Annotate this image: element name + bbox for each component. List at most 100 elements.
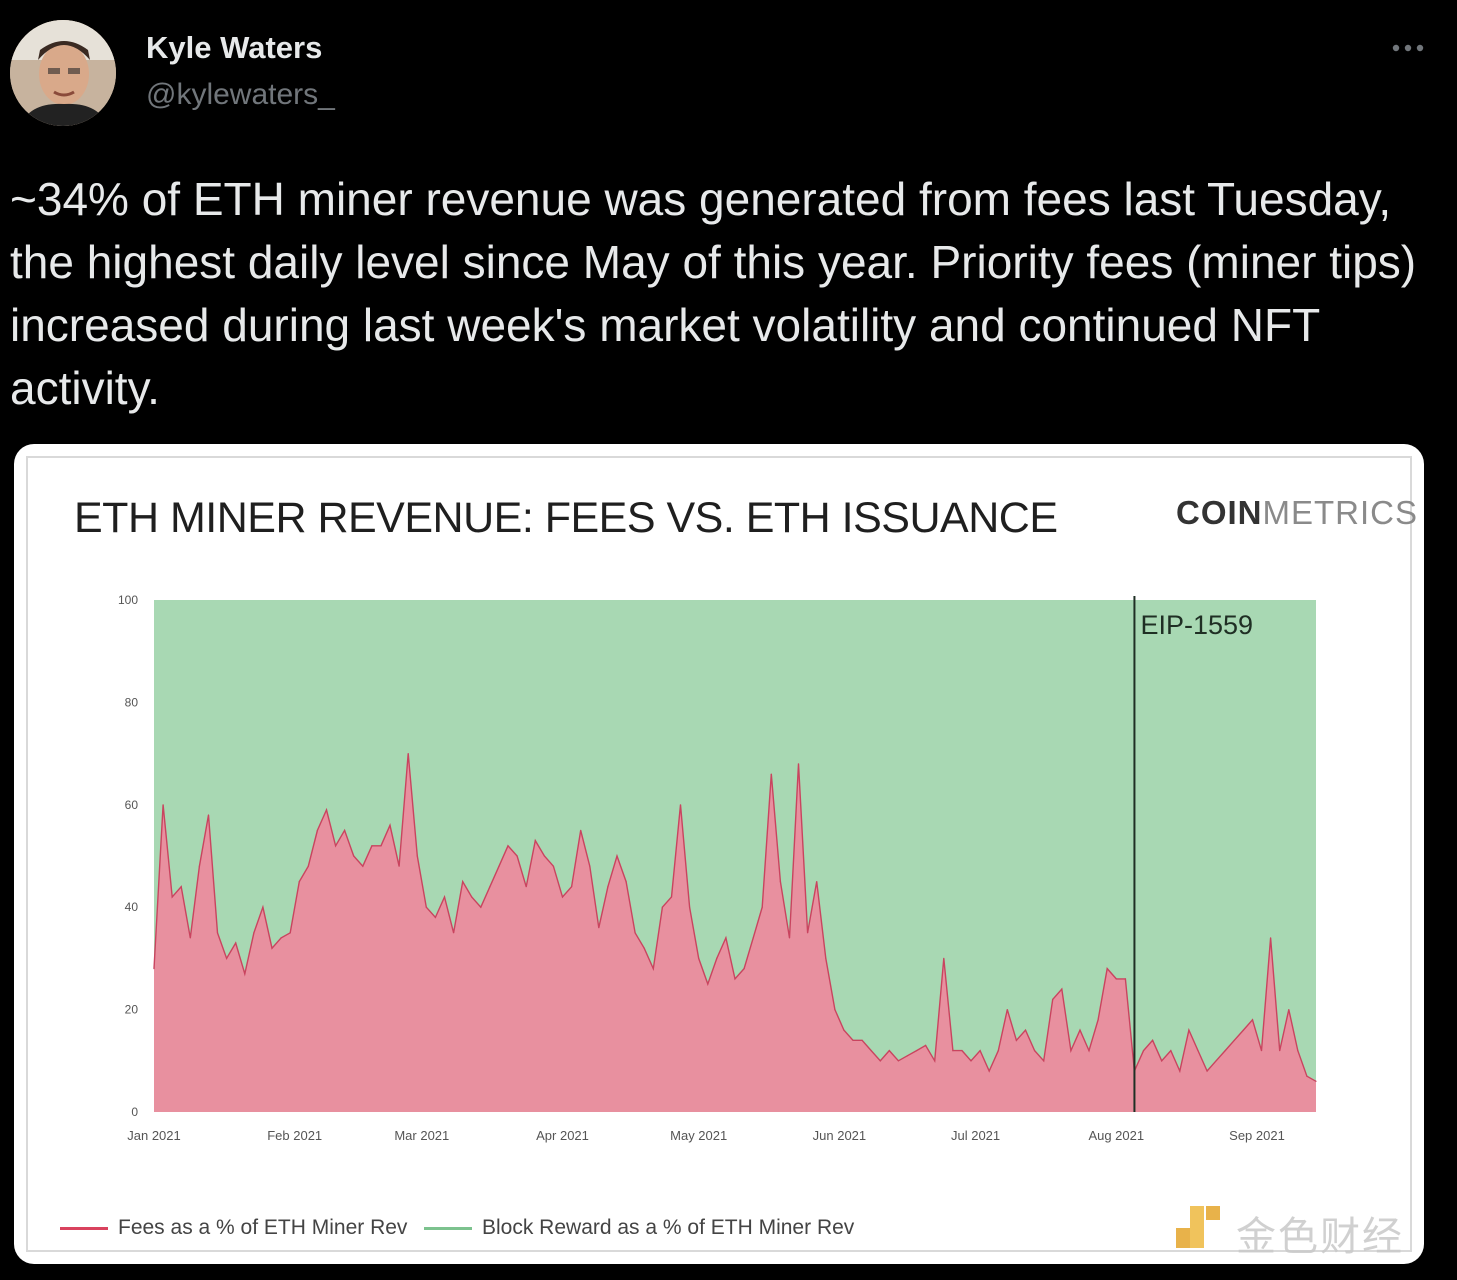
data-point-fees (153, 968, 155, 970)
user-handle[interactable]: @kylewaters_ (146, 78, 335, 111)
data-point-fees (906, 1055, 909, 1057)
data-point-fees (625, 881, 627, 883)
data-point-fees (1197, 1050, 1199, 1052)
data-point-fees (779, 881, 782, 883)
data-point-fees (1142, 1050, 1145, 1052)
data-point-fees (652, 968, 654, 970)
data-point-fees (434, 916, 436, 918)
data-point-fees (244, 973, 246, 975)
data-point-fees (489, 886, 491, 888)
data-point-fees (1161, 1060, 1163, 1062)
eip-1559-label: EIP-1559 (1140, 610, 1253, 640)
data-point-fees (1015, 1039, 1018, 1041)
y-tick-label: 60 (125, 798, 139, 812)
data-point-fees (534, 840, 536, 842)
data-point-fees (1079, 1029, 1081, 1031)
data-point-fees (761, 906, 763, 908)
data-point-fees (979, 1050, 981, 1052)
data-point-fees (1061, 988, 1063, 990)
data-point-fees (1124, 978, 1126, 980)
x-tick-label: Feb 2021 (267, 1128, 322, 1143)
data-point-fees (1088, 1050, 1090, 1052)
data-point-fees (870, 1050, 872, 1052)
data-point-fees (816, 881, 818, 883)
data-point-fees (316, 829, 318, 831)
more-options-icon[interactable] (1388, 30, 1428, 60)
data-point-fees (1097, 1019, 1099, 1021)
data-point-fees (607, 886, 609, 888)
data-point-fees (716, 957, 718, 959)
x-tick-label: May 2021 (670, 1128, 727, 1143)
data-point-fees (634, 932, 636, 934)
avatar[interactable] (10, 20, 116, 126)
data-point-fees (280, 937, 282, 939)
data-point-fees (253, 932, 255, 934)
data-point-fees (1260, 1050, 1263, 1052)
data-point-fees (543, 855, 546, 857)
chart-frame: ETH MINER REVENUE: FEES VS. ETH ISSUANCE… (26, 456, 1417, 1252)
data-point-fees (589, 865, 591, 867)
y-tick-label: 20 (125, 1003, 139, 1017)
data-point-fees (1115, 978, 1117, 980)
data-point-fees (1179, 1070, 1181, 1072)
data-point-fees (1188, 1029, 1190, 1031)
data-point-fees (298, 881, 300, 883)
data-point-fees (353, 855, 355, 857)
data-point-fees (162, 804, 164, 806)
legend-swatch-fees (60, 1226, 108, 1230)
y-tick-label: 40 (125, 900, 139, 914)
data-point-fees (289, 932, 291, 934)
data-point-fees (1279, 1050, 1281, 1052)
data-point-fees (235, 942, 237, 944)
data-point-fees (453, 932, 455, 934)
data-point-fees (1251, 1019, 1254, 1021)
data-point-fees (679, 804, 682, 806)
display-name[interactable]: Kyle Waters (146, 30, 323, 65)
data-point-fees (834, 1009, 836, 1011)
data-point-fees (1306, 1075, 1308, 1077)
tweet-text: ~34% of ETH miner revenue was generated … (10, 173, 1417, 414)
data-point-fees (580, 829, 582, 831)
data-point-fees (498, 865, 500, 867)
data-point-fees (271, 947, 273, 949)
y-tick-label: 0 (131, 1105, 138, 1119)
data-point-fees (389, 824, 391, 826)
data-point-fees (925, 1044, 927, 1046)
data-point-fees (1206, 1070, 1208, 1072)
data-point-fees (371, 845, 373, 847)
data-point-fees (807, 932, 809, 934)
data-point-fees (398, 865, 400, 867)
data-point-fees (380, 845, 382, 847)
legend-swatch-block-reward (424, 1226, 472, 1230)
x-tick-label: Jul 2021 (951, 1128, 1000, 1143)
media-card[interactable]: ETH MINER REVENUE: FEES VS. ETH ISSUANCE… (14, 444, 1424, 1264)
watermark: 金色财经 (1172, 1198, 1432, 1260)
x-tick-label: Mar 2021 (394, 1128, 449, 1143)
y-tick-label: 100 (118, 593, 138, 607)
data-point-fees (171, 896, 173, 898)
data-point-fees (1242, 1029, 1244, 1031)
area-chart: 0 20 40 60 80 100 Jan 2021 Feb 2021 Mar 2021 Apr … (118, 593, 1317, 1143)
data-point-fees (970, 1060, 972, 1062)
data-point-fees (416, 855, 418, 857)
legend-item-fees: Fees as a % of ETH Miner Rev (60, 1216, 407, 1240)
data-point-fees (734, 978, 736, 980)
x-tick-label: Jun 2021 (813, 1128, 867, 1143)
x-tick-label: Sep 2021 (1229, 1128, 1285, 1143)
data-point-fees (1106, 968, 1108, 970)
data-point-fees (471, 896, 473, 898)
x-tick-label: Apr 2021 (536, 1128, 589, 1143)
data-point-fees (307, 865, 309, 867)
data-point-fees (897, 1060, 900, 1062)
data-point-fees (462, 881, 464, 883)
series-area-fees (154, 753, 1316, 1112)
data-point-fees (1070, 1050, 1072, 1052)
data-point-fees (861, 1039, 863, 1041)
data-point-fees (335, 845, 337, 847)
data-point-fees (1152, 1039, 1154, 1041)
data-point-fees (262, 906, 264, 908)
data-point-fees (552, 865, 555, 867)
data-point-fees (1297, 1050, 1299, 1052)
data-point-fees (189, 937, 191, 939)
data-point-fees (198, 865, 200, 867)
